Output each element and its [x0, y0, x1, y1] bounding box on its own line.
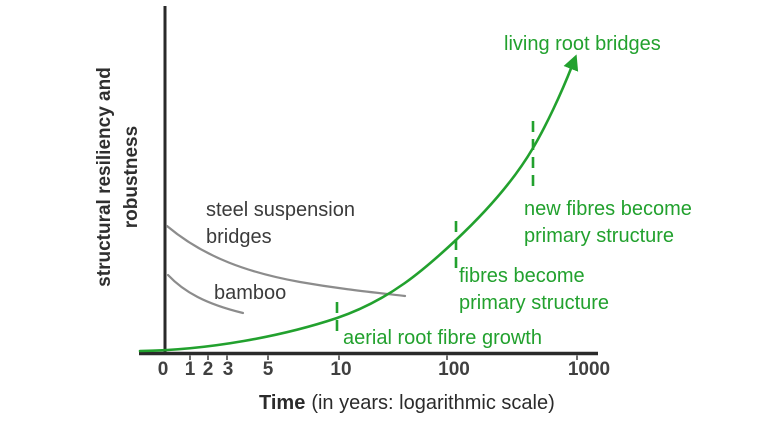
x-axis-title-rest: (in years: logarithmic scale)	[311, 392, 555, 414]
annotation-fibres-become-primary-structure: fibres become primary structure	[459, 263, 609, 317]
series-label-steel-suspension-bridges: steel suspension bridges	[206, 197, 355, 251]
x-tick-1000: 1000	[567, 359, 611, 380]
annotation-dashed-markers	[335, 121, 535, 335]
y-axis-label: structural resiliency and robustness	[91, 0, 145, 387]
x-axis-title-bold: Time	[259, 392, 306, 414]
series-label-bamboo: bamboo	[214, 282, 287, 304]
x-tick-3: 3	[222, 359, 234, 380]
living-root-bridges-curve	[138, 54, 579, 353]
annotation-new-fibres-become-primary-structure: new fibres become primary structure	[524, 196, 692, 250]
y-axis-label-line1: structural resiliency and	[94, 67, 115, 287]
steel-label-line1: steel suspension	[206, 199, 355, 221]
y-axis-label-line2: robustness	[121, 125, 142, 229]
bamboo-curve	[166, 273, 245, 315]
x-tick-0: 0	[157, 359, 169, 380]
annotation-fibres-line1: fibres become	[459, 265, 585, 287]
x-tick-1: 1	[184, 359, 196, 380]
annotation-aerial-root-fibre-growth: aerial root fibre growth	[343, 327, 542, 349]
steel-label-line2: bridges	[206, 226, 272, 248]
annotation-new-fibres-line2: primary structure	[524, 225, 675, 247]
x-tick-5: 5	[262, 359, 274, 380]
annotation-new-fibres-line1: new fibres become	[524, 198, 692, 220]
x-axis-title: Time (in years: logarithmic scale)	[259, 392, 555, 415]
x-tick-2: 2	[202, 359, 214, 380]
x-tick-10: 10	[330, 359, 352, 380]
series-label-living-root-bridges: living root bridges	[504, 33, 661, 55]
annotation-fibres-line2: primary structure	[459, 292, 610, 314]
steel-suspension-bridges-curve	[165, 224, 407, 298]
x-tick-100: 100	[438, 359, 470, 380]
x-tick-marks	[189, 355, 578, 360]
